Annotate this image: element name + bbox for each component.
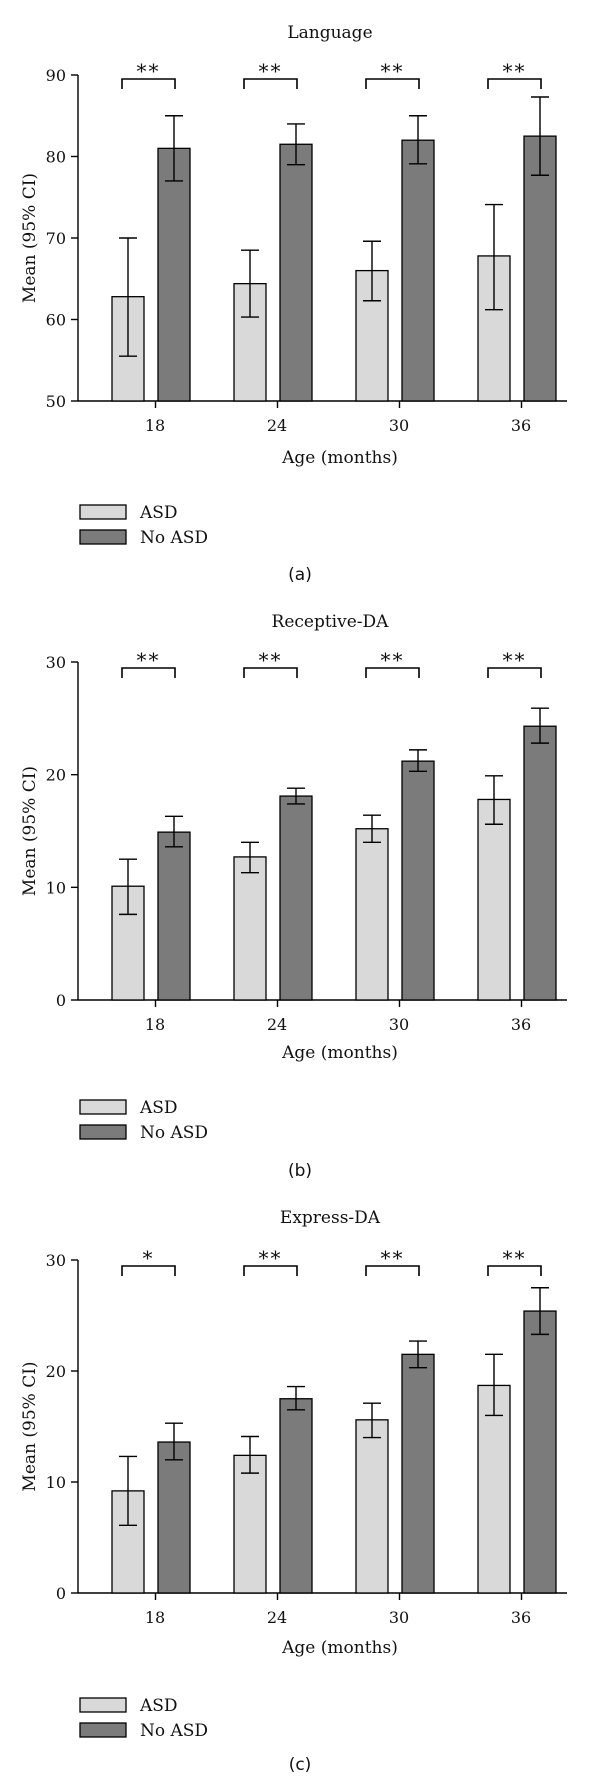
panel-label: (c) [289,1755,312,1775]
x-tick-label: 24 [267,416,287,435]
x-tick-label: 36 [511,1015,531,1034]
legend-label-no-asd: No ASD [140,528,208,548]
legend-label-asd: ASD [139,1098,178,1118]
x-tick-label: 30 [389,1015,409,1034]
y-tick-label: 30 [46,653,66,672]
legend-swatch-no-asd [79,529,127,545]
significance-label: ** [503,1246,527,1270]
bar-asd-24 [233,856,267,1001]
significance-label: ** [381,648,405,672]
bar-no-asd-36 [523,725,557,1001]
y-tick-label: 80 [46,148,66,167]
y-tick-label: 70 [46,229,66,248]
significance-label: ** [137,59,161,83]
bar-no-asd-24 [279,795,313,1001]
significance-bracket [121,1265,176,1276]
x-axis-label: Age (months) [281,1638,398,1658]
significance-label: ** [503,648,527,672]
legend-swatch-asd [79,504,127,520]
y-tick-label: 10 [46,1473,66,1492]
bar-no-asd-18 [157,147,191,402]
x-tick-label: 24 [267,1015,287,1034]
x-tick-label: 30 [389,1608,409,1627]
bar-asd-18 [111,1490,145,1594]
x-tick-label: 24 [267,1608,287,1627]
y-axis-label: Mean (95% CI) [20,766,40,896]
bar-asd-30 [355,1419,389,1594]
significance-bracket [243,1265,298,1276]
x-tick-label: 30 [389,416,409,435]
significance-bracket [243,78,298,89]
bar-no-asd-36 [523,1310,557,1594]
x-tick-label: 18 [145,1608,165,1627]
y-tick-label: 50 [46,392,66,411]
bar-no-asd-30 [401,139,435,402]
significance-label: ** [381,59,405,83]
legend-label-asd: ASD [139,503,178,523]
significance-label: ** [259,648,283,672]
legend-swatch-asd [79,1099,127,1115]
x-axis-label: Age (months) [281,1043,398,1063]
significance-label: ** [381,1246,405,1270]
significance-bracket [487,667,542,678]
panel-label: (b) [288,1161,312,1181]
bar-no-asd-30 [401,1353,435,1594]
significance-bracket [365,667,420,678]
x-tick-label: 18 [145,416,165,435]
y-tick-label: 10 [46,878,66,897]
significance-label: * [143,1246,155,1270]
x-axis-label: Age (months) [281,448,398,468]
bar-no-asd-30 [401,760,435,1001]
y-tick-label: 0 [56,991,66,1010]
y-tick-label: 30 [46,1251,66,1270]
bar-no-asd-18 [157,831,191,1001]
significance-bracket [121,667,176,678]
significance-bracket [365,78,420,89]
y-axis-label: Mean (95% CI) [20,1361,40,1491]
chart-title: Express-DA [280,1208,381,1228]
x-tick-label: 36 [511,416,531,435]
x-tick-label: 36 [511,1608,531,1627]
legend-swatch-no-asd [79,1722,127,1738]
panel-label: (a) [288,565,312,585]
y-tick-label: 60 [46,311,66,330]
significance-bracket [121,78,176,89]
significance-bracket [365,1265,420,1276]
significance-label: ** [259,59,283,83]
bar-no-asd-24 [279,143,313,402]
x-tick-label: 18 [145,1015,165,1034]
bar-asd-36 [477,798,511,1001]
legend-label-no-asd: No ASD [140,1123,208,1143]
legend-swatch-asd [79,1697,127,1713]
y-axis-label: Mean (95% CI) [20,173,40,303]
chart-express-da: Express-DA Mean (95% CI) 0 10 20 30 18 * 24 ** 30 *… [20,1208,567,1775]
significance-label: ** [259,1246,283,1270]
chart-receptive-da: Receptive-DA Mean (95% CI) 0 10 20 30 18 ** 24 **… [20,612,567,1181]
chart-title: Receptive-DA [272,612,390,632]
y-tick-label: 90 [46,66,66,85]
legend-label-asd: ASD [139,1696,178,1716]
legend-label-no-asd: No ASD [140,1721,208,1741]
legend-swatch-no-asd [79,1124,127,1140]
bar-asd-24 [233,1454,267,1594]
chart-title: Language [287,23,372,43]
significance-label: ** [503,59,527,83]
bar-asd-30 [355,828,389,1001]
significance-bracket [487,1265,542,1276]
chart-language: Language Mean (95% CI) 50 60 70 80 90 18 ** 24 ** 3… [20,23,567,585]
y-tick-label: 0 [56,1584,66,1603]
bar-asd-36 [477,1384,511,1594]
y-tick-label: 20 [46,766,66,785]
significance-bracket [243,667,298,678]
bar-no-asd-18 [157,1441,191,1594]
bar-no-asd-24 [279,1398,313,1594]
significance-label: ** [137,648,161,672]
y-tick-label: 20 [46,1362,66,1381]
significance-bracket [487,78,542,89]
